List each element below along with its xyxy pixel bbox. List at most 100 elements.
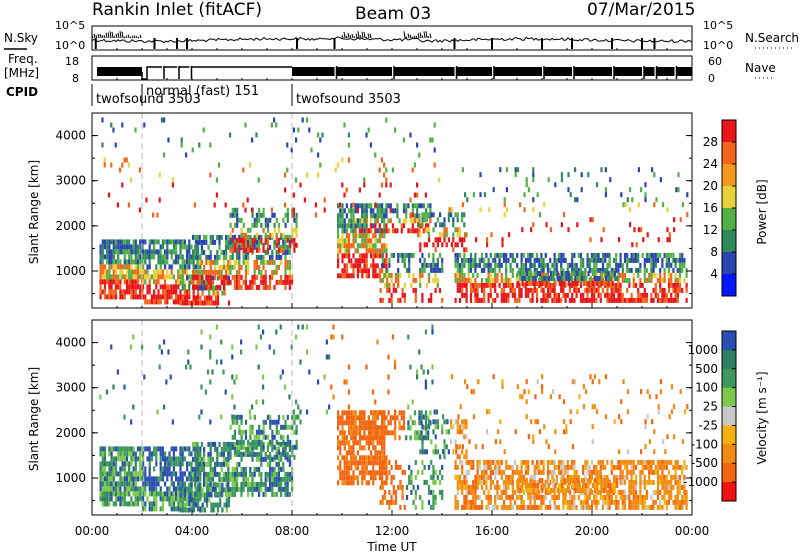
range-cell [288, 444, 292, 450]
range-cell [188, 244, 191, 250]
range-cell [361, 460, 364, 466]
range-cell [222, 274, 225, 280]
range-cell [405, 435, 408, 441]
range-cell [670, 252, 673, 258]
range-cell [383, 233, 386, 239]
range-cell [617, 499, 620, 505]
range-cell [168, 466, 171, 472]
range-cell [359, 440, 362, 446]
noise-burst [95, 34, 98, 39]
range-cell [236, 237, 239, 243]
range-cell [568, 282, 572, 288]
power-colorbar-label: Power [dB] [755, 179, 769, 244]
range-cell [367, 430, 370, 436]
range-cell [117, 446, 120, 452]
range-cell [339, 475, 342, 481]
range-cell [546, 267, 550, 273]
range-cell [181, 239, 184, 245]
range-cell [214, 481, 217, 487]
range-cell [634, 252, 638, 258]
range-cell [480, 479, 484, 485]
range-cell [606, 459, 609, 465]
range-cell [567, 271, 570, 276]
range-cell [128, 446, 131, 452]
range-cell [146, 264, 149, 270]
range-cell [533, 287, 536, 293]
range-cell [580, 187, 583, 193]
range-cell [532, 207, 535, 213]
range-cell [291, 414, 294, 420]
range-cell [409, 415, 412, 421]
freq-gap [334, 62, 337, 79]
range-cell [153, 476, 156, 482]
range-cell [583, 281, 586, 286]
range-cell [198, 456, 201, 462]
range-cell [251, 242, 254, 248]
range-cell [136, 259, 140, 265]
range-cell [286, 264, 289, 270]
range-cell [262, 491, 265, 497]
range-cell [108, 294, 111, 300]
range-cell [617, 464, 620, 470]
range-cell [361, 415, 364, 421]
range-cell [146, 456, 149, 462]
range-cell [170, 269, 173, 275]
range-cell [670, 272, 673, 278]
range-cell [134, 289, 137, 295]
range-cell [401, 292, 404, 298]
range-cell [370, 455, 373, 461]
range-cell [358, 435, 362, 441]
range-cell [236, 254, 239, 260]
range-cell [643, 484, 646, 490]
range-cell [238, 449, 241, 455]
range-cell [374, 213, 377, 219]
range-cell [436, 217, 439, 223]
range-cell [148, 239, 151, 245]
range-cell [284, 212, 287, 218]
range-cell [424, 208, 428, 214]
colorbar-segment [722, 164, 736, 187]
range-cell [233, 222, 237, 228]
range-cell [553, 292, 556, 298]
range-cell [511, 272, 514, 278]
range-cell [676, 292, 679, 298]
range-cell [621, 297, 624, 303]
range-cell [383, 213, 386, 219]
range-cell [605, 281, 608, 286]
range-cell [170, 461, 173, 467]
range-cell [674, 272, 677, 278]
range-cell [194, 300, 198, 306]
range-cell [416, 213, 419, 219]
range-cell [376, 430, 379, 436]
range-cell [674, 282, 677, 288]
range-cell [381, 445, 384, 451]
range-cell [494, 267, 497, 273]
range-cell [376, 208, 379, 214]
range-cell [216, 290, 220, 296]
range-cell [572, 271, 575, 276]
range-cell [108, 486, 111, 492]
range-cell [672, 257, 675, 263]
range-cell [231, 264, 234, 270]
range-cell [167, 137, 170, 143]
range-cell [521, 281, 524, 286]
range-cell [343, 273, 346, 279]
range-cell [648, 479, 651, 485]
range-cell [155, 446, 158, 452]
range-cell [214, 295, 217, 301]
range-cell [378, 465, 381, 471]
range-cell [188, 451, 191, 457]
range-cell [676, 257, 679, 263]
range-cell [583, 271, 586, 276]
range-cell [615, 287, 618, 293]
range-cell [203, 507, 206, 513]
range-cell [130, 259, 133, 265]
range-cell [139, 476, 142, 482]
range-cell [260, 237, 263, 243]
range-cell [222, 249, 225, 255]
range-cell [365, 233, 368, 239]
range-cell [125, 244, 129, 250]
range-cell [106, 496, 109, 502]
range-cell [385, 117, 388, 123]
range-cell [361, 410, 364, 416]
